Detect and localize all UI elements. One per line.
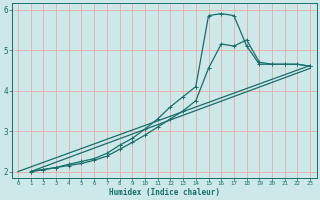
X-axis label: Humidex (Indice chaleur): Humidex (Indice chaleur) — [108, 188, 220, 197]
